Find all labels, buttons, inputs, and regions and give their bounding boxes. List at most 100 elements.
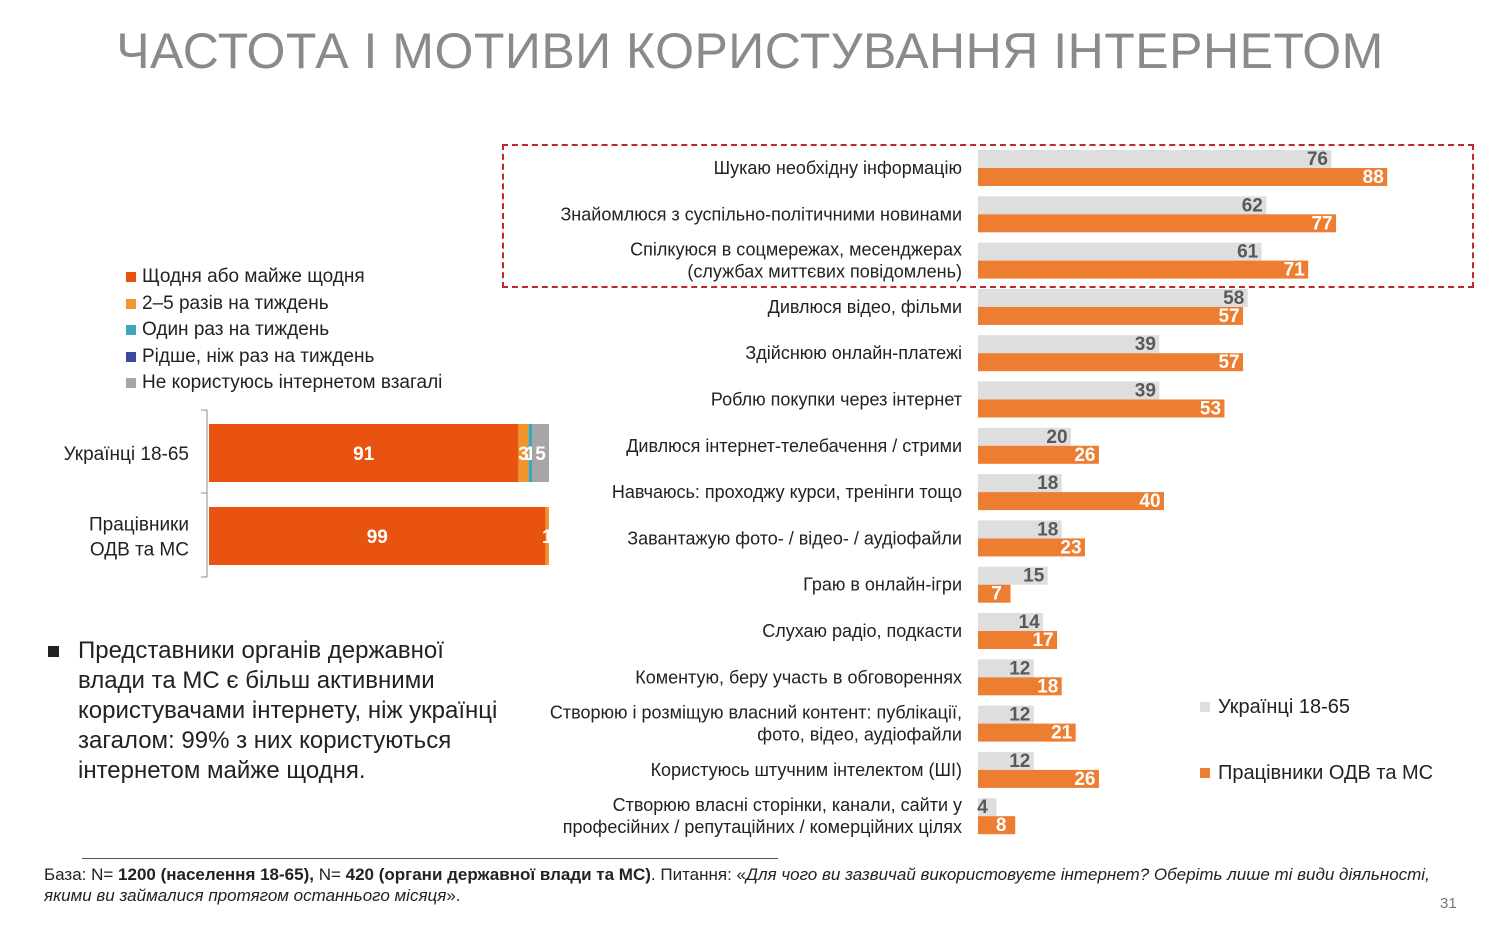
motives-legend-label: Українці 18-65: [1218, 696, 1351, 718]
value-officials-4: 57: [1218, 352, 1239, 373]
motive-label-3: Дивлюся відео, фільми: [768, 297, 962, 317]
motive-label-line: Слухаю радіо, подкасти: [762, 621, 962, 641]
motive-label-5: Роблю покупки через інтернет: [711, 390, 962, 410]
bullet-square-icon: [48, 646, 59, 657]
stack-segment-label: 99: [367, 527, 388, 548]
motive-label-line: Здійснюю онлайн-платежі: [745, 343, 962, 363]
motive-label-0: Шукаю необхідну інформацію: [714, 158, 962, 178]
bar-ukrainians-0: [978, 150, 1332, 168]
footnote-end: ».: [446, 886, 461, 905]
bar-officials-8: [978, 538, 1085, 557]
legend-swatch-icon: [1200, 768, 1210, 778]
value-ukrainians-4: 39: [1135, 334, 1156, 355]
bar-officials-0: [978, 168, 1388, 186]
motive-label-2: Спілкуюся в соцмережах, месенджерах (служ…: [630, 240, 962, 282]
bar-officials-6: [978, 445, 1099, 464]
motive-label-line: Завантажую фото- / відео- / аудіофайли: [627, 528, 962, 548]
stack-category-label: Українці 18-65: [64, 444, 189, 465]
bar-ukrainians-2: [978, 242, 1262, 261]
stack-segment-label: 1: [525, 444, 536, 465]
bar-officials-1: [978, 214, 1337, 233]
bar-ukrainians-13: [978, 751, 1034, 770]
bar-ukrainians-3: [978, 288, 1248, 307]
motive-label-9: Граю в онлайн-ігри: [803, 575, 962, 595]
slide-title: ЧАСТОТА І МОТИВИ КОРИСТУВАННЯ ІНТЕРНЕТОМ: [116, 23, 1384, 79]
bar-ukrainians-14: [978, 798, 997, 817]
stack-segment-label: 91: [353, 444, 375, 465]
footnote-base-officials: 420 (органи державної влади та МС): [345, 865, 651, 884]
motive-label-10: Слухаю радіо, подкасти: [762, 621, 962, 641]
value-officials-6: 26: [1074, 445, 1095, 466]
motives-legend-label: Працівники ОДВ та МС: [1218, 762, 1434, 784]
motive-label-12: Створюю і розміщую власний контент: публ…: [550, 703, 962, 745]
value-officials-2: 71: [1284, 260, 1306, 281]
stack-segment: [532, 424, 549, 482]
legend-swatch-icon: [126, 378, 136, 388]
frequency-legend-label: Щодня або майже щодня: [142, 266, 365, 287]
motive-label-line: Створюю і розміщую власний контент: публ…: [550, 703, 962, 723]
motive-label-line: Граю в онлайн-ігри: [803, 575, 962, 595]
bar-ukrainians-11: [978, 659, 1034, 678]
motive-label-13: Користуюсь штучним інтелектом (ШІ): [651, 760, 962, 780]
legend-swatch-icon: [126, 272, 136, 282]
frequency-legend-label: Один раз на тиждень: [142, 319, 330, 340]
bar-ukrainians-4: [978, 335, 1160, 354]
motive-label-6: Дивлюся інтернет-телебачення / стрими: [626, 436, 962, 456]
value-officials-1: 77: [1311, 213, 1332, 234]
value-ukrainians-7: 18: [1037, 473, 1058, 494]
bar-ukrainians-8: [978, 520, 1062, 539]
value-ukrainians-12: 12: [1009, 705, 1030, 726]
bar-officials-7: [978, 492, 1164, 511]
legend-swatch-icon: [126, 325, 136, 335]
bar-ukrainians-5: [978, 381, 1160, 400]
footnote-base-population: 1200 (населення 18-65),: [118, 865, 314, 884]
value-ukrainians-1: 62: [1242, 195, 1263, 216]
footnote-question-label: . Питання: «: [650, 865, 746, 884]
bar-ukrainians-6: [978, 427, 1071, 446]
value-ukrainians-8: 18: [1037, 519, 1058, 540]
value-officials-0: 88: [1363, 167, 1384, 188]
motive-label-line: професійних / репутаційних / комерційних…: [563, 817, 962, 837]
stack-segment-label: 1: [542, 527, 553, 548]
legend-swatch-icon: [126, 298, 136, 309]
value-ukrainians-14: 4: [977, 797, 988, 818]
motive-label-1: Знайомлюся з суспільно-політичними новин…: [560, 204, 962, 224]
stack-segment: [209, 424, 519, 482]
footnote-divider: [82, 858, 778, 859]
motive-label-line: Створюю власні сторінки, канали, сайти у: [613, 795, 962, 815]
stack-category-line: Українці 18-65: [64, 444, 189, 465]
legend-swatch-icon: [126, 351, 136, 362]
motive-label-line: Користуюсь штучним інтелектом (ШІ): [651, 760, 962, 780]
motive-label-line: Коментую, беру участь в обговореннях: [635, 667, 962, 687]
bar-officials-5: [978, 399, 1225, 418]
motive-label-line: Дивлюся інтернет-телебачення / стрими: [626, 436, 962, 456]
bar-officials-12: [978, 723, 1076, 742]
bar-ukrainians-7: [978, 474, 1062, 493]
motive-label-4: Здійснюю онлайн-платежі: [745, 343, 962, 363]
value-ukrainians-6: 20: [1046, 427, 1067, 448]
bar-ukrainians-9: [978, 566, 1048, 585]
motives-bar-chart: Шукаю необхідну інформацію 76 88 Знайомлюся…: [550, 149, 1388, 837]
value-officials-3: 57: [1218, 306, 1239, 327]
bar-officials-13: [978, 769, 1099, 788]
bar-officials-3: [978, 306, 1244, 325]
bar-officials-10: [978, 631, 1058, 649]
motive-label-line: Навчаюсь: проходжу курси, тренінги тощо: [612, 482, 962, 502]
bar-officials-4: [978, 353, 1244, 372]
motive-label-line: (службах миттєвих повідомлень): [687, 262, 962, 282]
motive-label-line: Роблю покупки через інтернет: [711, 390, 962, 410]
footnote-question: Для чого ви зазвичай використовуєте інте…: [44, 865, 1430, 905]
value-ukrainians-3: 58: [1223, 288, 1244, 309]
bar-officials-11: [978, 677, 1062, 696]
value-ukrainians-11: 12: [1009, 658, 1030, 679]
bar-officials-9: [978, 584, 1011, 603]
bar-officials-14: [978, 816, 1016, 835]
legend-swatch-icon: [1200, 702, 1210, 712]
value-ukrainians-13: 12: [1009, 751, 1030, 772]
stack-segment: [209, 507, 546, 565]
bar-ukrainians-1: [978, 196, 1267, 215]
value-officials-10: 17: [1032, 630, 1053, 651]
value-officials-12: 21: [1051, 723, 1073, 744]
value-ukrainians-10: 14: [1019, 612, 1041, 633]
motive-label-line: Знайомлюся з суспільно-політичними новин…: [560, 204, 962, 224]
